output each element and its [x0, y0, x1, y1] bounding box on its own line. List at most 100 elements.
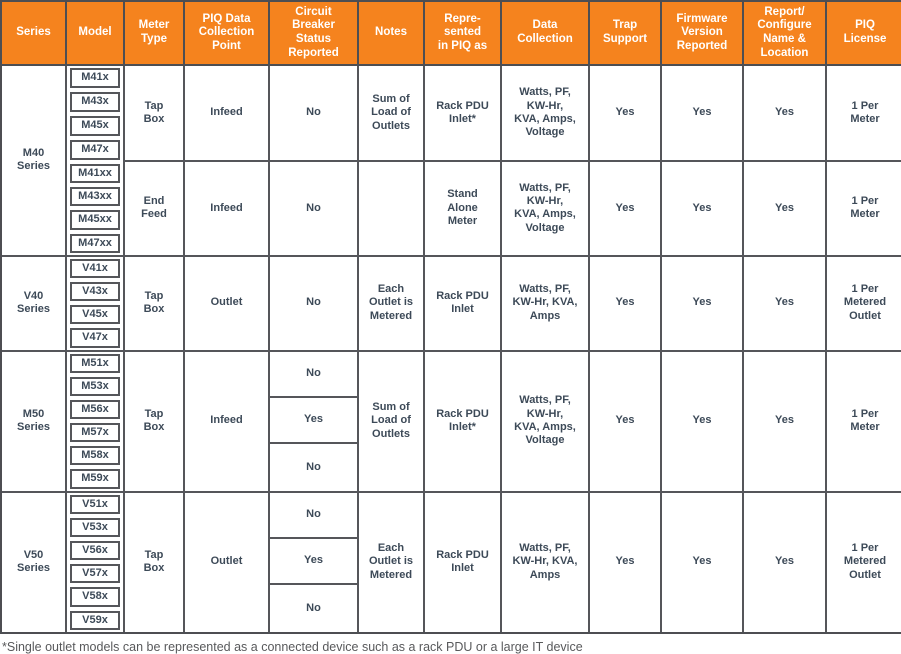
trap-support-cell: Yes [590, 66, 662, 162]
table-row: V57x [2, 562, 901, 586]
table-row: M57x [2, 421, 901, 445]
meter-type-cell: Tap Box [125, 351, 185, 493]
collection-point-cell: Outlet [185, 256, 270, 352]
model-cell: V56x [67, 539, 125, 563]
model-label: M41xx [70, 164, 120, 184]
report-configure-cell: Yes [744, 492, 827, 632]
notes-cell: Each Outlet is Metered [359, 256, 425, 352]
license-cell: 1 Per Meter [827, 162, 901, 257]
model-label: M56x [70, 399, 120, 420]
collection-point-cell: Infeed [185, 351, 270, 493]
breaker-status-cell: Yes [270, 397, 359, 445]
represented-cell: Rack PDU Inlet* [425, 66, 502, 162]
model-cell: M56x [67, 397, 125, 422]
data-collection-cell: Watts, PF, KW-Hr, KVA, Amps [502, 492, 590, 632]
breaker-status-cell: No [270, 585, 359, 632]
firmware-cell: Yes [662, 162, 744, 257]
model-cell: M43xx [67, 185, 125, 209]
model-label: M58x [70, 446, 120, 466]
table-row: V59x [2, 608, 901, 632]
data-collection-cell: Watts, PF, KW-Hr, KVA, Amps, Voltage [502, 66, 590, 162]
meter-type-cell: Tap Box [125, 66, 185, 162]
model-label: M45xx [70, 210, 120, 230]
firmware-cell: Yes [662, 492, 744, 632]
table-row: V50 Series V51x Tap Box Outlet No Each O… [2, 492, 901, 632]
breaker-status-cell: No [270, 256, 359, 352]
column-header-meter-type: Meter Type [125, 2, 185, 66]
model-cell: M45x [67, 114, 125, 138]
footnote: *Single outlet models can be represented… [2, 639, 583, 654]
model-cell: V57x [67, 562, 125, 586]
model-cell: V45x [67, 303, 125, 327]
notes-cell [359, 162, 425, 257]
breaker-status-cell: No [270, 351, 359, 398]
model-cell: M47xx [67, 231, 125, 257]
model-label: V59x [70, 610, 120, 630]
column-header-piq-data-collection-point: PIQ Data Collection Point [185, 2, 270, 66]
represented-cell: Stand Alone Meter [425, 162, 502, 257]
model-label: V47x [70, 328, 120, 348]
column-header-trap-support: Trap Support [590, 2, 662, 66]
model-label: M47x [70, 140, 120, 160]
data-collection-cell: Watts, PF, KW-Hr, KVA, Amps, Voltage [502, 351, 590, 493]
model-label: V58x [70, 587, 120, 607]
table-row: M56x Yes [2, 397, 901, 445]
model-cell: M41x [67, 66, 125, 90]
column-header-firmware-version: Firmware Version Reported [662, 2, 744, 66]
data-collection-cell: Watts, PF, KW-Hr, KVA, Amps [502, 256, 590, 352]
column-header-report-configure: Report/ Configure Name & Location [744, 2, 827, 66]
breaker-status-cell: No [270, 492, 359, 539]
model-cell: V53x [67, 515, 125, 539]
table-row: M43x [2, 90, 901, 114]
table-row: M47xx [2, 231, 901, 257]
notes-cell: Sum of Load of Outlets [359, 66, 425, 162]
model-label: M53x [70, 376, 120, 396]
breaker-status-cell: No [270, 162, 359, 257]
data-collection-cell: Watts, PF, KW-Hr, KVA, Amps, Voltage [502, 162, 590, 257]
table-row: V56x Yes [2, 539, 901, 586]
model-cell: V43x [67, 279, 125, 304]
license-cell: 1 Per Meter [827, 66, 901, 162]
model-cell: V47x [67, 326, 125, 352]
license-cell: 1 Per Metered Outlet [827, 257, 901, 352]
model-label: M51x [70, 353, 120, 373]
model-label: M41x [70, 68, 120, 88]
model-cell: M51x [67, 351, 125, 375]
license-cell: 1 Per Meter [827, 352, 901, 493]
table-row: M41xx End Feed Infeed No Stand Alone Met… [2, 162, 901, 257]
table-row: M59x [2, 467, 901, 493]
breaker-status-cell: Yes [270, 539, 359, 586]
series-cell-v40: V40 Series [2, 256, 67, 352]
column-header-circuit-breaker-status: Circuit Breaker Status Reported [270, 2, 359, 66]
column-header-represented-in-piq: Repre- sented in PIQ as [425, 2, 502, 66]
model-cell: V51x [67, 492, 125, 516]
report-configure-cell: Yes [744, 162, 827, 257]
represented-cell: Rack PDU Inlet [425, 256, 502, 352]
model-cell: V58x [67, 585, 125, 609]
table-row: V45x [2, 303, 901, 327]
table-row: V53x [2, 515, 901, 539]
model-cell: M45xx [67, 208, 125, 232]
trap-support-cell: Yes [590, 351, 662, 493]
represented-cell: Rack PDU Inlet [425, 492, 502, 632]
model-label: V43x [70, 281, 120, 302]
breaker-status-cell: No [270, 444, 359, 493]
report-configure-cell: Yes [744, 256, 827, 352]
model-cell: M53x [67, 374, 125, 398]
model-cell: M58x [67, 444, 125, 468]
series-cell-v50: V50 Series [2, 492, 67, 632]
meter-type-cell: Tap Box [125, 492, 185, 632]
model-cell: M59x [67, 467, 125, 493]
table-row: M45xx [2, 208, 901, 232]
model-label: M45x [70, 116, 120, 136]
meter-spec-table: Series Model Meter Type PIQ Data Collect… [0, 0, 901, 634]
report-configure-cell: Yes [744, 66, 827, 162]
table-row: V58x No [2, 585, 901, 632]
column-header-series: Series [2, 2, 67, 66]
model-label: V56x [70, 541, 120, 561]
collection-point-cell: Infeed [185, 162, 270, 257]
model-cell: M43x [67, 90, 125, 114]
model-label: M59x [70, 469, 120, 489]
model-cell: M57x [67, 421, 125, 445]
header-row: Series Model Meter Type PIQ Data Collect… [2, 2, 901, 66]
